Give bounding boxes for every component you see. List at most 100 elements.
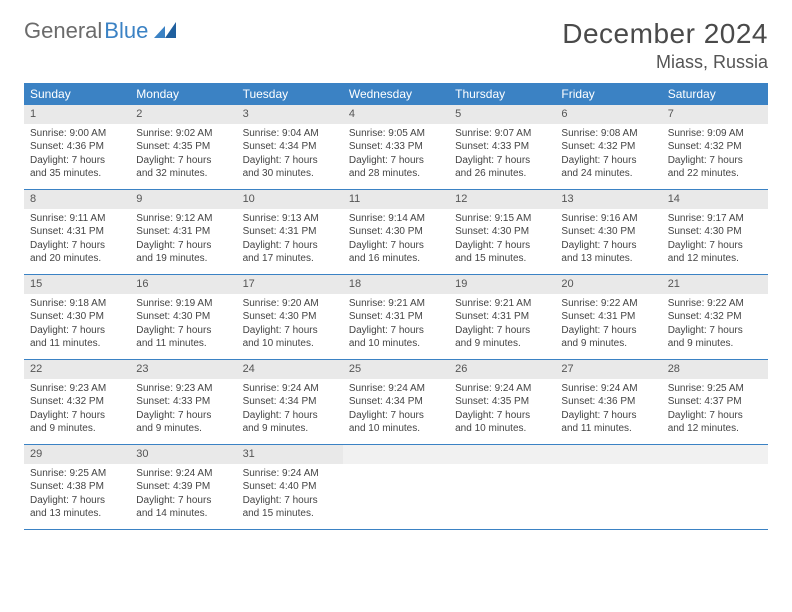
day-body: Sunrise: 9:22 AMSunset: 4:32 PMDaylight:… (662, 294, 768, 357)
daylight-line: Daylight: 7 hours and 32 minutes. (136, 154, 230, 181)
weekday-header-row: SundayMondayTuesdayWednesdayThursdayFrid… (24, 83, 768, 105)
sunrise-line: Sunrise: 9:19 AM (136, 297, 230, 311)
day-body: Sunrise: 9:24 AMSunset: 4:39 PMDaylight:… (130, 464, 236, 527)
brand-part2: Blue (104, 18, 148, 44)
day-body: Sunrise: 9:24 AMSunset: 4:35 PMDaylight:… (449, 379, 555, 442)
sunset-line: Sunset: 4:33 PM (349, 140, 443, 154)
daylight-line: Daylight: 7 hours and 9 minutes. (561, 324, 655, 351)
day-cell: 21Sunrise: 9:22 AMSunset: 4:32 PMDayligh… (662, 275, 768, 359)
day-number: 9 (130, 190, 236, 209)
sunrise-line: Sunrise: 9:24 AM (243, 382, 337, 396)
day-number: . (343, 445, 449, 464)
day-body: Sunrise: 9:25 AMSunset: 4:37 PMDaylight:… (662, 379, 768, 442)
day-cell: 20Sunrise: 9:22 AMSunset: 4:31 PMDayligh… (555, 275, 661, 359)
day-body: Sunrise: 9:18 AMSunset: 4:30 PMDaylight:… (24, 294, 130, 357)
day-number: 17 (237, 275, 343, 294)
day-cell: 23Sunrise: 9:23 AMSunset: 4:33 PMDayligh… (130, 360, 236, 444)
day-number: 4 (343, 105, 449, 124)
day-cell: 27Sunrise: 9:24 AMSunset: 4:36 PMDayligh… (555, 360, 661, 444)
day-body: Sunrise: 9:22 AMSunset: 4:31 PMDaylight:… (555, 294, 661, 357)
day-number: 7 (662, 105, 768, 124)
daylight-line: Daylight: 7 hours and 9 minutes. (243, 409, 337, 436)
sunset-line: Sunset: 4:32 PM (561, 140, 655, 154)
sunrise-line: Sunrise: 9:21 AM (455, 297, 549, 311)
week-row: 15Sunrise: 9:18 AMSunset: 4:30 PMDayligh… (24, 275, 768, 360)
sunrise-line: Sunrise: 9:24 AM (243, 467, 337, 481)
daylight-line: Daylight: 7 hours and 17 minutes. (243, 239, 337, 266)
day-number: 23 (130, 360, 236, 379)
day-number: 5 (449, 105, 555, 124)
daylight-line: Daylight: 7 hours and 26 minutes. (455, 154, 549, 181)
day-body: Sunrise: 9:09 AMSunset: 4:32 PMDaylight:… (662, 124, 768, 187)
week-row: 29Sunrise: 9:25 AMSunset: 4:38 PMDayligh… (24, 445, 768, 530)
sunrise-line: Sunrise: 9:25 AM (668, 382, 762, 396)
daylight-line: Daylight: 7 hours and 10 minutes. (243, 324, 337, 351)
sunrise-line: Sunrise: 9:24 AM (136, 467, 230, 481)
day-number: 13 (555, 190, 661, 209)
sunrise-line: Sunrise: 9:24 AM (561, 382, 655, 396)
day-cell: 16Sunrise: 9:19 AMSunset: 4:30 PMDayligh… (130, 275, 236, 359)
day-body: Sunrise: 9:13 AMSunset: 4:31 PMDaylight:… (237, 209, 343, 272)
sunset-line: Sunset: 4:33 PM (455, 140, 549, 154)
day-body: Sunrise: 9:05 AMSunset: 4:33 PMDaylight:… (343, 124, 449, 187)
day-body: Sunrise: 9:21 AMSunset: 4:31 PMDaylight:… (343, 294, 449, 357)
sunrise-line: Sunrise: 9:23 AM (30, 382, 124, 396)
day-cell: 1Sunrise: 9:00 AMSunset: 4:36 PMDaylight… (24, 105, 130, 189)
sunset-line: Sunset: 4:31 PM (561, 310, 655, 324)
day-cell: 6Sunrise: 9:08 AMSunset: 4:32 PMDaylight… (555, 105, 661, 189)
daylight-line: Daylight: 7 hours and 10 minutes. (349, 409, 443, 436)
sunset-line: Sunset: 4:35 PM (136, 140, 230, 154)
day-cell: 26Sunrise: 9:24 AMSunset: 4:35 PMDayligh… (449, 360, 555, 444)
day-body: Sunrise: 9:00 AMSunset: 4:36 PMDaylight:… (24, 124, 130, 187)
day-number: 31 (237, 445, 343, 464)
day-body: Sunrise: 9:14 AMSunset: 4:30 PMDaylight:… (343, 209, 449, 272)
sunset-line: Sunset: 4:37 PM (668, 395, 762, 409)
sunset-line: Sunset: 4:32 PM (668, 140, 762, 154)
sunset-line: Sunset: 4:39 PM (136, 480, 230, 494)
daylight-line: Daylight: 7 hours and 14 minutes. (136, 494, 230, 521)
sunset-line: Sunset: 4:34 PM (349, 395, 443, 409)
day-number: 18 (343, 275, 449, 294)
sunrise-line: Sunrise: 9:07 AM (455, 127, 549, 141)
day-number: 21 (662, 275, 768, 294)
sunset-line: Sunset: 4:31 PM (136, 225, 230, 239)
weekday-header: Thursday (449, 83, 555, 105)
day-cell: 19Sunrise: 9:21 AMSunset: 4:31 PMDayligh… (449, 275, 555, 359)
day-number: . (555, 445, 661, 464)
day-body: Sunrise: 9:23 AMSunset: 4:32 PMDaylight:… (24, 379, 130, 442)
sunset-line: Sunset: 4:34 PM (243, 395, 337, 409)
sunrise-line: Sunrise: 9:21 AM (349, 297, 443, 311)
sunrise-line: Sunrise: 9:14 AM (349, 212, 443, 226)
weekday-header: Sunday (24, 83, 130, 105)
sunrise-line: Sunrise: 9:22 AM (668, 297, 762, 311)
sunrise-line: Sunrise: 9:02 AM (136, 127, 230, 141)
day-cell: 30Sunrise: 9:24 AMSunset: 4:39 PMDayligh… (130, 445, 236, 529)
sunrise-line: Sunrise: 9:00 AM (30, 127, 124, 141)
daylight-line: Daylight: 7 hours and 9 minutes. (136, 409, 230, 436)
day-body: Sunrise: 9:11 AMSunset: 4:31 PMDaylight:… (24, 209, 130, 272)
day-body: Sunrise: 9:19 AMSunset: 4:30 PMDaylight:… (130, 294, 236, 357)
day-number: 1 (24, 105, 130, 124)
day-cell: 10Sunrise: 9:13 AMSunset: 4:31 PMDayligh… (237, 190, 343, 274)
sunset-line: Sunset: 4:30 PM (349, 225, 443, 239)
day-cell: 3Sunrise: 9:04 AMSunset: 4:34 PMDaylight… (237, 105, 343, 189)
sunrise-line: Sunrise: 9:24 AM (455, 382, 549, 396)
daylight-line: Daylight: 7 hours and 20 minutes. (30, 239, 124, 266)
day-body: Sunrise: 9:23 AMSunset: 4:33 PMDaylight:… (130, 379, 236, 442)
day-cell: 14Sunrise: 9:17 AMSunset: 4:30 PMDayligh… (662, 190, 768, 274)
day-number: 15 (24, 275, 130, 294)
day-number: 25 (343, 360, 449, 379)
sunset-line: Sunset: 4:30 PM (243, 310, 337, 324)
day-body: Sunrise: 9:24 AMSunset: 4:34 PMDaylight:… (237, 379, 343, 442)
sunset-line: Sunset: 4:32 PM (30, 395, 124, 409)
day-body: Sunrise: 9:17 AMSunset: 4:30 PMDaylight:… (662, 209, 768, 272)
header: GeneralBlue December 2024 Miass, Russia (24, 18, 768, 73)
weekday-header: Friday (555, 83, 661, 105)
day-body: Sunrise: 9:21 AMSunset: 4:31 PMDaylight:… (449, 294, 555, 357)
day-cell: 22Sunrise: 9:23 AMSunset: 4:32 PMDayligh… (24, 360, 130, 444)
day-cell: 12Sunrise: 9:15 AMSunset: 4:30 PMDayligh… (449, 190, 555, 274)
sunset-line: Sunset: 4:31 PM (349, 310, 443, 324)
daylight-line: Daylight: 7 hours and 12 minutes. (668, 409, 762, 436)
day-number: 3 (237, 105, 343, 124)
sunset-line: Sunset: 4:30 PM (136, 310, 230, 324)
